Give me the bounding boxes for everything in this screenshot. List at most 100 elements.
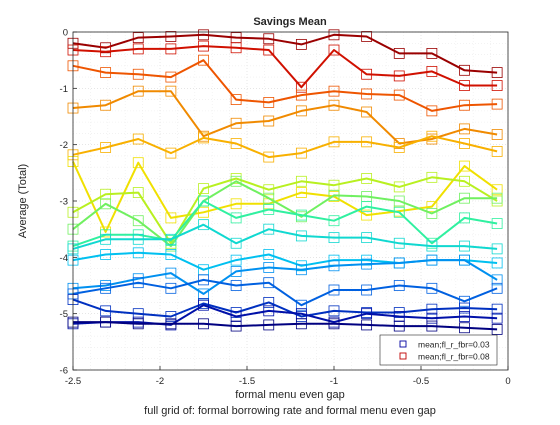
data-point xyxy=(295,230,307,242)
series-line xyxy=(72,180,498,248)
data-point xyxy=(328,85,340,97)
x-tick-label: -1 xyxy=(330,376,338,387)
series-line xyxy=(72,45,498,89)
data-point xyxy=(361,209,373,221)
data-point xyxy=(361,319,373,331)
data-point xyxy=(263,277,275,289)
data-point xyxy=(491,282,503,294)
data-point xyxy=(459,192,470,204)
data-point xyxy=(263,44,275,56)
legend: mean;fl_r_fbr=0.03 mean;fl_r_fbr=0.08 xyxy=(379,334,498,366)
data-point xyxy=(230,198,242,210)
series-line xyxy=(73,321,498,331)
data-point xyxy=(459,322,470,334)
data-point xyxy=(165,311,177,322)
series-4 xyxy=(67,85,503,149)
series-10 xyxy=(67,219,503,255)
data-point xyxy=(263,115,275,127)
data-point xyxy=(459,254,470,266)
data-point xyxy=(230,311,242,322)
data-point xyxy=(198,29,209,41)
data-point xyxy=(198,132,209,144)
data-point xyxy=(100,188,112,200)
data-point xyxy=(393,181,405,193)
data-point xyxy=(132,133,144,145)
data-point xyxy=(459,123,470,135)
data-point xyxy=(426,105,438,117)
data-point xyxy=(328,305,340,317)
data-point xyxy=(100,99,112,111)
data-point xyxy=(263,192,275,204)
data-point xyxy=(361,136,373,148)
series-line xyxy=(72,200,498,248)
data-point xyxy=(459,311,470,322)
data-point xyxy=(361,201,373,213)
data-point xyxy=(361,31,373,42)
data-point xyxy=(295,105,307,117)
data-point xyxy=(165,249,177,260)
data-point xyxy=(230,42,242,54)
data-point xyxy=(295,209,307,221)
data-point xyxy=(263,305,275,317)
data-point xyxy=(263,296,275,308)
data-point xyxy=(230,212,242,224)
data-point xyxy=(328,232,340,244)
data-point xyxy=(132,247,144,259)
data-point xyxy=(132,43,144,55)
data-point xyxy=(491,98,503,110)
data-point xyxy=(198,40,209,52)
legend-label-2: mean;fl_r_fbr=0.08 xyxy=(418,352,490,362)
x-tick-label: 0 xyxy=(505,376,510,387)
data-point xyxy=(459,295,470,307)
data-point xyxy=(459,240,470,252)
data-point xyxy=(198,206,209,218)
data-point xyxy=(361,232,373,244)
data-point xyxy=(165,233,177,245)
data-point xyxy=(426,130,438,142)
data-point xyxy=(393,48,405,59)
series-5 xyxy=(67,130,503,163)
data-point xyxy=(132,187,144,198)
data-point xyxy=(328,189,340,201)
legend-box xyxy=(379,334,498,366)
data-point xyxy=(491,184,503,196)
data-point xyxy=(295,264,307,276)
y-tick-label: 0 xyxy=(63,28,68,39)
data-point xyxy=(426,320,438,332)
data-point xyxy=(263,319,275,331)
y-tick-label: -3 xyxy=(60,197,68,208)
data-point xyxy=(198,219,209,231)
data-point xyxy=(165,318,177,330)
data-point xyxy=(328,215,340,227)
x-tick-label: -2 xyxy=(156,376,164,387)
data-point xyxy=(100,282,112,294)
data-point xyxy=(132,318,144,330)
data-point xyxy=(328,284,340,296)
data-point xyxy=(230,280,242,291)
data-point xyxy=(263,223,275,235)
series-line xyxy=(72,176,498,245)
data-point xyxy=(491,218,503,229)
data-point xyxy=(491,243,503,255)
data-point xyxy=(165,85,177,97)
data-point xyxy=(230,138,242,149)
data-point xyxy=(491,67,503,78)
series-line xyxy=(72,223,498,250)
data-point xyxy=(132,157,144,169)
data-point xyxy=(426,66,438,77)
legend-marker-2 xyxy=(399,352,407,360)
data-point xyxy=(165,31,177,42)
series-line xyxy=(72,135,498,159)
data-point xyxy=(361,308,373,320)
data-point xyxy=(230,117,242,129)
chart-title: Savings Mean xyxy=(253,16,327,28)
series-line xyxy=(72,161,498,233)
series-1 xyxy=(67,29,503,78)
data-point xyxy=(100,67,112,78)
data-point xyxy=(132,277,144,289)
data-point xyxy=(132,233,144,245)
data-point xyxy=(100,316,112,328)
data-point xyxy=(165,43,177,55)
data-point xyxy=(230,266,242,277)
data-point xyxy=(426,207,438,219)
